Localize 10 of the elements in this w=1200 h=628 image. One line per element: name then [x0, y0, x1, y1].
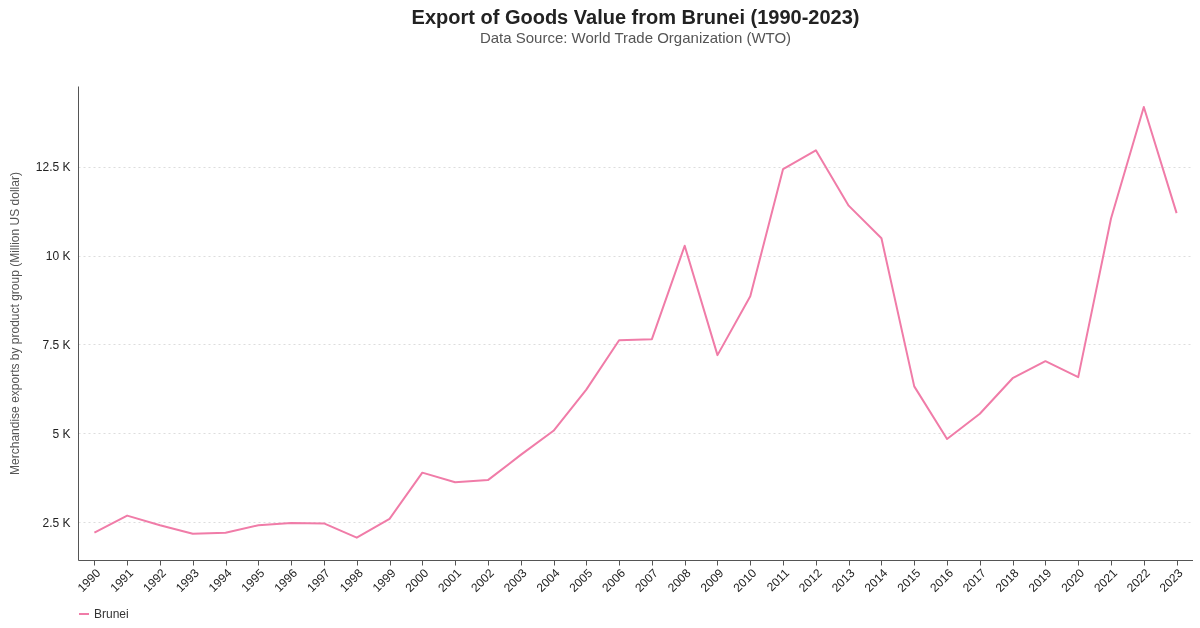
- chart-title: Export of Goods Value from Brunei (1990-2023): [411, 6, 860, 28]
- y-tick-label: 2.5 K: [42, 515, 71, 530]
- y-tick-label: 7.5 K: [42, 337, 71, 352]
- y-tick-label: 10 K: [45, 249, 71, 264]
- y-axis-title: Merchandise exports by product group (Million US dollar): [7, 172, 22, 475]
- legend-label: Brunei: [94, 607, 129, 621]
- y-tick-label: 12.5 K: [35, 160, 71, 175]
- line-series: [93, 105, 1178, 539]
- chart-subtitle: Data Source: World Trade Organization (WTO): [479, 29, 792, 46]
- y-tick-label: 5 K: [52, 426, 71, 441]
